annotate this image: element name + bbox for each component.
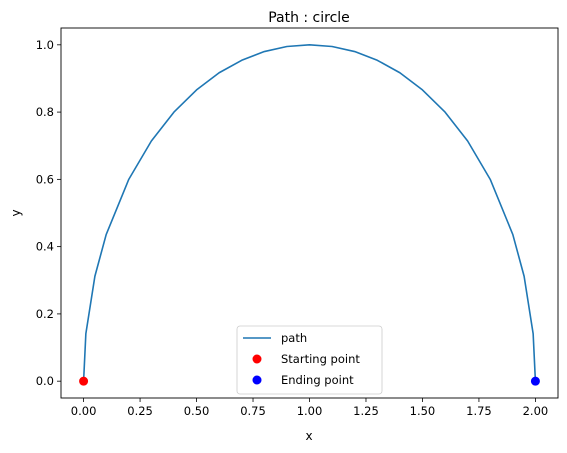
legend-label-starting-point: Starting point <box>281 352 360 366</box>
starting-point-marker <box>79 376 89 386</box>
x-tick-label: 2.00 <box>523 404 549 418</box>
y-axis-label: y <box>9 209 23 216</box>
ending-point-marker <box>530 376 540 386</box>
x-tick-label: 0.75 <box>240 404 266 418</box>
legend-label-ending-point: Ending point <box>281 373 354 387</box>
legend-label-path: path <box>281 331 307 345</box>
x-axis-label: x <box>305 429 312 443</box>
y-tick-label: 0.2 <box>36 307 54 321</box>
x-tick-label: 1.25 <box>353 404 379 418</box>
legend-box <box>236 325 383 395</box>
y-tick-label: 0.0 <box>36 374 54 388</box>
chart-title: Path : circle <box>268 10 350 26</box>
x-tick-label: 1.75 <box>466 404 492 418</box>
series-path-line <box>82 44 537 382</box>
x-tick-label: 0.50 <box>184 404 210 418</box>
x-tick-label: 0.00 <box>71 404 97 418</box>
y-tick-label: 0.8 <box>36 105 54 119</box>
y-tick-label: 0.6 <box>36 172 54 186</box>
y-tick-label: 1.0 <box>36 38 54 52</box>
legend-swatch-ending-point <box>252 375 262 385</box>
y-tick-label: 0.4 <box>36 240 54 254</box>
x-axis-ticks: 0.00 0.25 0.50 0.75 1.00 1.25 1.50 1.75 2.00 <box>71 398 548 418</box>
legend: path Starting point Ending point <box>236 325 383 395</box>
y-axis-ticks: 0.0 0.2 0.4 0.6 0.8 1.0 <box>36 38 61 388</box>
plot-area <box>79 44 540 386</box>
legend-swatch-starting-point <box>252 354 262 364</box>
x-tick-label: 1.50 <box>410 404 436 418</box>
x-tick-label: 1.00 <box>297 404 323 418</box>
x-tick-label: 0.25 <box>127 404 153 418</box>
